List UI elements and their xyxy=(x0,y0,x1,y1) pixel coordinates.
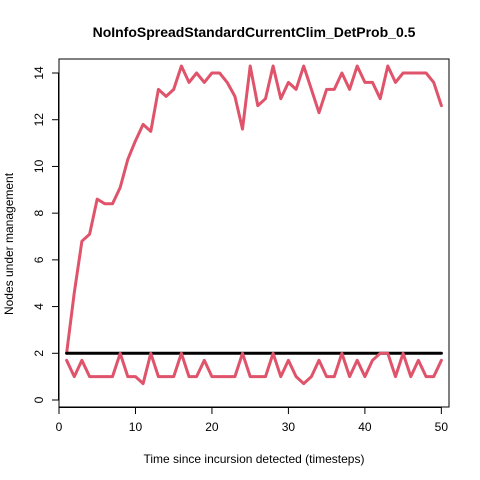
y-tick-label: 8 xyxy=(32,209,46,216)
x-tick-label: 10 xyxy=(129,420,143,434)
marks-layer: 0 10 20 30 40 50 0 2 4 6 8 10 12 14 xyxy=(32,58,450,434)
y-tick-label: 12 xyxy=(32,113,46,127)
x-tick-label: 0 xyxy=(56,420,63,434)
y-tick-label: 4 xyxy=(32,303,46,310)
y-axis-title: Nodes under management xyxy=(2,172,16,315)
x-tick-label: 50 xyxy=(435,420,449,434)
x-axis-title: Time since incursion detected (timesteps… xyxy=(144,452,365,466)
y-tick-label: 2 xyxy=(32,350,46,357)
x-tick-label: 40 xyxy=(358,420,372,434)
x-tick-label: 30 xyxy=(282,420,296,434)
x-tick-label: 20 xyxy=(205,420,219,434)
y-tick-label: 6 xyxy=(32,256,46,263)
series-line-1 xyxy=(65,64,443,355)
y-tick-label: 0 xyxy=(32,396,46,403)
y-tick-label: 10 xyxy=(32,159,46,173)
y-tick-label: 14 xyxy=(32,66,46,80)
chart-title: NoInfoSpreadStandardCurrentClim_DetProb_… xyxy=(93,24,416,40)
series-line-3 xyxy=(65,351,443,386)
